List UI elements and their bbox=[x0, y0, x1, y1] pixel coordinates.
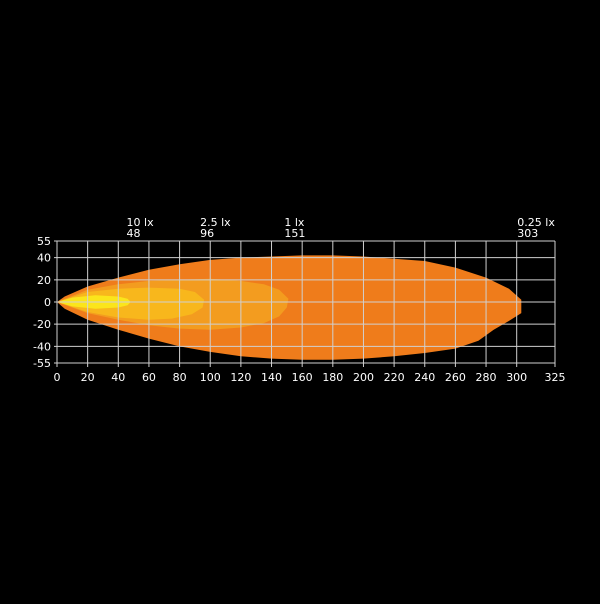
y-tick-label: 40 bbox=[37, 252, 51, 265]
y-tick-label: 0 bbox=[44, 296, 51, 309]
x-tick-label: 20 bbox=[81, 371, 95, 384]
annotation-lux-label: 1 lx bbox=[284, 216, 305, 229]
x-tick-label: 240 bbox=[414, 371, 435, 384]
x-tick-label: 60 bbox=[142, 371, 156, 384]
annotation-lux-label: 10 lx bbox=[127, 216, 155, 229]
x-tick-label: 80 bbox=[173, 371, 187, 384]
annotation-lux-label: 0.25 lx bbox=[517, 216, 555, 229]
annotation-distance-value: 303 bbox=[517, 227, 538, 240]
x-tick-label: 300 bbox=[506, 371, 527, 384]
grid bbox=[54, 240, 556, 367]
x-tick-label: 140 bbox=[261, 371, 282, 384]
x-tick-label: 120 bbox=[230, 371, 251, 384]
x-tick-label: 200 bbox=[353, 371, 374, 384]
x-tick-label: 180 bbox=[322, 371, 343, 384]
annotation-distance-value: 96 bbox=[200, 227, 214, 240]
annotation-distance-value: 151 bbox=[284, 227, 305, 240]
x-tick-label: 100 bbox=[200, 371, 221, 384]
x-tick-label: 40 bbox=[111, 371, 125, 384]
beam-areas bbox=[57, 255, 522, 360]
y-tick-label: 20 bbox=[37, 274, 51, 287]
x-axis-ticks: 0 20 40 60 80 100 120 140 160 180 200 220 240 260 280 3… bbox=[54, 371, 566, 384]
y-tick-label: -20 bbox=[33, 318, 51, 331]
x-tick-label: 220 bbox=[384, 371, 405, 384]
y-tick-label: -40 bbox=[33, 340, 51, 353]
annotation-lux-label: 2.5 lx bbox=[200, 216, 231, 229]
x-tick-label: 160 bbox=[292, 371, 313, 384]
y-axis-ticks: 55 40 20 0 -20 -40 -55 bbox=[33, 235, 51, 370]
annotation-distance-value: 48 bbox=[127, 227, 141, 240]
x-tick-label: 260 bbox=[445, 371, 466, 384]
y-tick-label: 55 bbox=[37, 235, 51, 248]
y-tick-label: -55 bbox=[33, 357, 51, 370]
x-tick-label: 280 bbox=[476, 371, 497, 384]
x-tick-label: 0 bbox=[54, 371, 61, 384]
x-tick-label: 325 bbox=[545, 371, 566, 384]
